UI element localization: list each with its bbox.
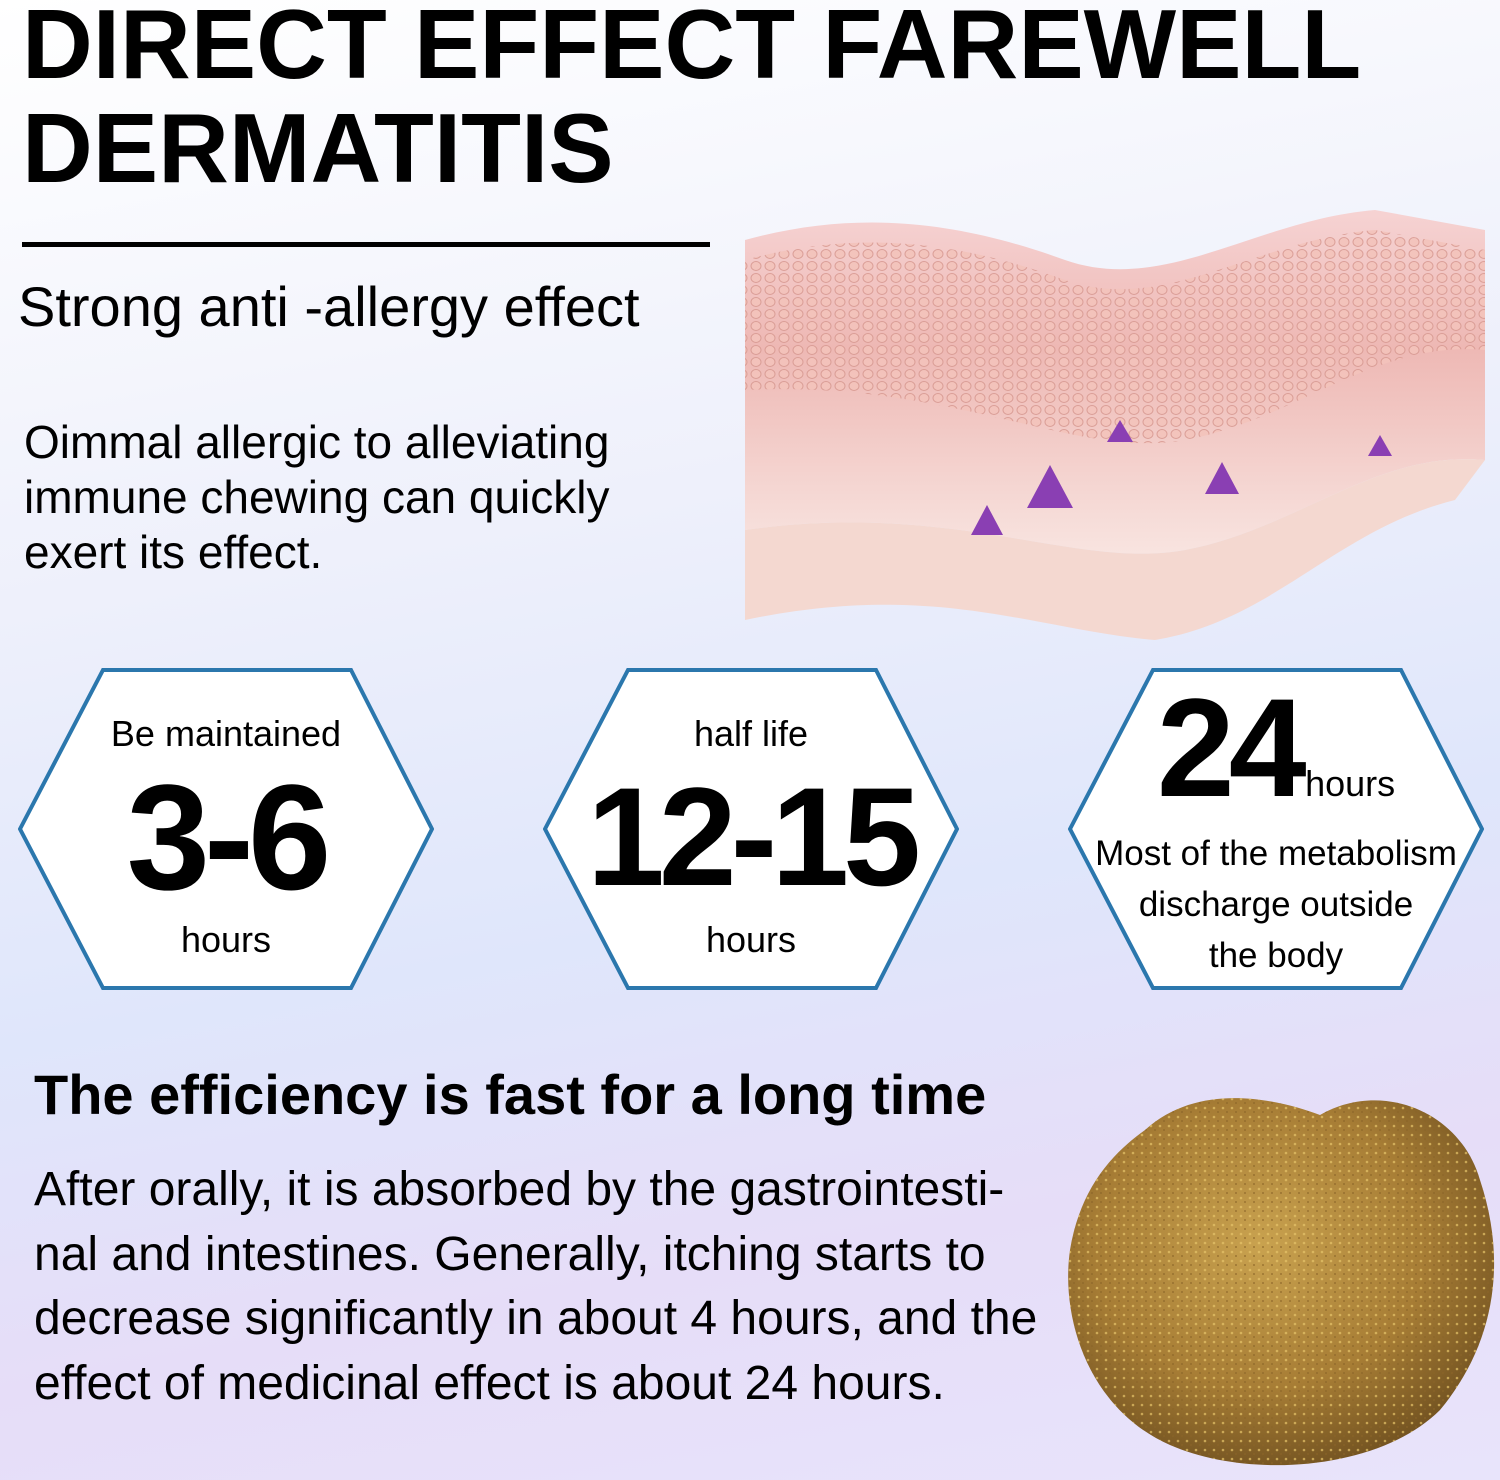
skin-layers-illustration	[745, 210, 1485, 640]
hex-top-label: half life	[693, 713, 809, 754]
hexagon-half-life: half life 12-15 hours	[543, 668, 959, 990]
section-heading: The efficiency is fast for a long time	[34, 1063, 987, 1126]
soft-chew-photo	[1068, 1098, 1495, 1466]
subtitle: Strong anti -allergy effect	[18, 275, 640, 338]
hex-caption-line: discharge outside	[1138, 885, 1414, 924]
marker-triangle	[1027, 465, 1073, 508]
title-line-1: DIRECT EFFECT FAREWELL	[22, 0, 1362, 99]
marker-triangle	[1368, 435, 1392, 456]
hex-value: 12-15	[586, 758, 921, 915]
hex-value: 24	[1156, 669, 1307, 826]
hexagon-duration: Be maintained 3-6 hours	[18, 668, 434, 990]
hexagon-metabolism: 24 hours Most of the metabolism discharg…	[1068, 668, 1484, 990]
page-title: DIRECT EFFECT FAREWELL DERMATITIS	[22, 0, 1361, 200]
marker-triangle	[971, 505, 1003, 535]
hex-bottom-label: hours	[705, 919, 797, 960]
hex-value: 3-6	[126, 753, 332, 921]
hex-bottom-label: hours	[180, 919, 272, 960]
section-body: After orally, it is absorbed by the gast…	[34, 1163, 1038, 1410]
divider	[22, 242, 710, 247]
intro-text: Oimmal allergic to alleviating immune ch…	[24, 416, 610, 578]
hex-top-label: Be maintained	[110, 713, 342, 754]
marker-triangle	[1107, 420, 1133, 442]
title-line-2: DERMATITIS	[22, 93, 614, 203]
marker-triangle	[1205, 462, 1239, 494]
hex-unit: hours	[1305, 763, 1396, 804]
hex-caption-line: the body	[1208, 936, 1344, 975]
hex-caption-line: Most of the metabolism	[1095, 834, 1457, 873]
